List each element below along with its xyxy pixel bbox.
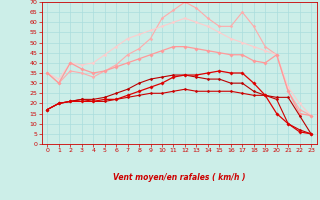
X-axis label: Vent moyen/en rafales ( km/h ): Vent moyen/en rafales ( km/h ) [113,173,245,182]
